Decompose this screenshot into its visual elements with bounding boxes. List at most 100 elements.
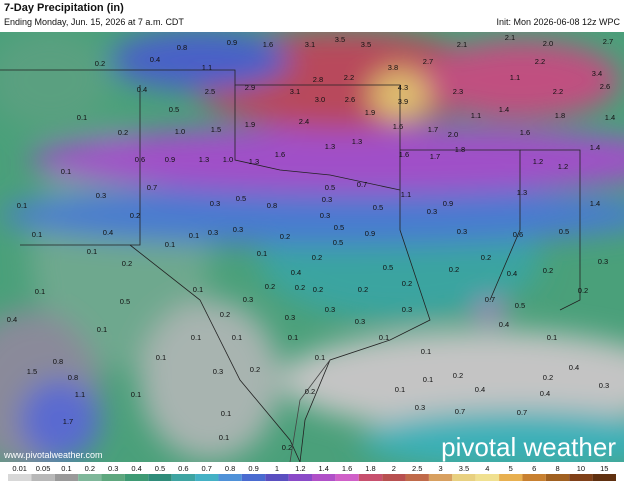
map-value-label: 0.2: [578, 286, 588, 295]
map-value-label: 0.1: [232, 333, 242, 342]
map-value-label: 0.5: [236, 194, 246, 203]
map-value-label: 1.7: [63, 417, 73, 426]
map-value-label: 2.2: [344, 73, 354, 82]
map-value-label: 0.5: [373, 203, 383, 212]
precip-field: [0, 32, 624, 462]
map-value-label: 1.6: [399, 150, 409, 159]
map-value-label: 0.5: [169, 105, 179, 114]
map-value-label: 0.3: [325, 305, 335, 314]
map-value-label: 1.6: [393, 122, 403, 131]
map-labels: 0.8 0.9 1.6 3.1 3.5 3.5 2.1 2.1 2.0 2.7 0.2 0.4 1.1 3…: [7, 33, 615, 452]
map-value-label: 0.4: [540, 389, 550, 398]
map-value-label: 1.3: [352, 137, 362, 146]
map-value-label: 0.3: [285, 313, 295, 322]
map-value-label: 1.1: [401, 190, 411, 199]
map-value-label: 2.7: [423, 57, 433, 66]
map-value-label: 0.3: [213, 367, 223, 376]
colorbar-swatch: [265, 474, 289, 481]
colorbar-swatch: [171, 474, 196, 481]
map-value-label: 2.4: [299, 117, 309, 126]
colorbar-swatch: [31, 474, 55, 481]
url: www.pivotalweather.com: [3, 450, 103, 460]
colorbar-label: 1.4: [318, 464, 328, 473]
subtitle: Ending Monday, Jun. 15, 2026 at 7 a.m. C…: [4, 17, 184, 27]
map-value-label: 0.4: [291, 268, 301, 277]
map-value-label: 0.3: [598, 257, 608, 266]
map-value-label: 0.1: [131, 390, 141, 399]
map-value-label: 0.9: [443, 199, 453, 208]
map-value-label: 0.1: [221, 409, 231, 418]
map-value-label: 0.5: [333, 238, 343, 247]
map-value-label: 0.3: [402, 305, 412, 314]
map-value-label: 1.2: [533, 157, 543, 166]
map-value-label: 0.3: [233, 225, 243, 234]
map-value-label: 0.1: [379, 333, 389, 342]
map-value-label: 3.5: [335, 35, 345, 44]
colorbar-label: 3: [439, 464, 443, 473]
map-value-label: 2.7: [603, 37, 613, 46]
map-value-label: 0.2: [122, 259, 132, 268]
map-value-label: 0.6: [513, 230, 523, 239]
map-value-label: 0.7: [357, 180, 367, 189]
map-value-label: 2.5: [205, 87, 215, 96]
map-value-label: 1.8: [455, 145, 465, 154]
map-value-label: 0.9: [165, 155, 175, 164]
colorbar-swatch: [428, 474, 453, 481]
map-value-label: 0.2: [295, 283, 305, 292]
map-value-label: 3.0: [315, 95, 325, 104]
map-value-label: 0.3: [457, 227, 467, 236]
map-value-label: 0.1: [421, 347, 431, 356]
colorbar-swatch: [405, 474, 429, 481]
colorbar-label: 1.2: [295, 464, 305, 473]
map-value-label: 0.4: [569, 363, 579, 372]
map-value-label: 0.1: [87, 247, 97, 256]
map-value-label: 1.6: [520, 128, 530, 137]
colorbar-swatch: [522, 474, 546, 481]
map-value-label: 0.5: [515, 301, 525, 310]
map-value-label: 0.5: [559, 227, 569, 236]
map-value-label: 2.0: [543, 39, 553, 48]
map-value-label: 0.7: [517, 408, 527, 417]
map-value-label: 1.5: [211, 125, 221, 134]
map-value-label: 0.2: [453, 371, 463, 380]
map-value-label: 0.2: [265, 282, 275, 291]
colorbar-label: 1.8: [365, 464, 375, 473]
colorbar-swatch: [452, 474, 476, 481]
map-value-label: 0.1: [97, 325, 107, 334]
map-value-label: 0.1: [315, 353, 325, 362]
colorbar-label: 0.9: [248, 464, 258, 473]
map-value-label: 1.9: [245, 120, 255, 129]
map-value-label: 0.2: [280, 232, 290, 241]
map-value-label: 0.3: [210, 199, 220, 208]
colorbar-swatch: [218, 474, 242, 481]
colorbar-swatch: [569, 474, 593, 481]
map-value-label: 2.6: [600, 82, 610, 91]
map-value-label: 0.7: [147, 183, 157, 192]
map-value-label: 0.4: [499, 320, 509, 329]
map-value-label: 0.8: [53, 357, 63, 366]
map-value-label: 0.1: [288, 333, 298, 342]
map-value-label: 0.3: [320, 211, 330, 220]
colorbar-swatch: [288, 474, 312, 481]
colorbar-label: 0.1: [61, 464, 71, 473]
map-value-label: 0.9: [365, 229, 375, 238]
colorbar-label: 6: [532, 464, 536, 473]
map-value-label: 2.9: [245, 83, 255, 92]
map-value-label: 0.8: [267, 201, 277, 210]
colorbar-label: 0.05: [36, 464, 51, 473]
colorbar-swatch: [124, 474, 149, 481]
map-value-label: 0.1: [191, 333, 201, 342]
colorbar-label: 1: [275, 464, 279, 473]
map-value-label: 1.1: [75, 390, 85, 399]
colorbar-swatch: [312, 474, 336, 481]
map-value-label: 3.5: [361, 40, 371, 49]
map-value-label: 1.4: [590, 143, 600, 152]
map-value-label: 0.4: [103, 228, 113, 237]
map-value-label: 0.8: [177, 43, 187, 52]
colorbar-swatch: [78, 474, 102, 481]
map-value-label: 0.1: [257, 249, 267, 258]
colorbar-swatch: [545, 474, 570, 481]
map-value-label: 0.1: [35, 287, 45, 296]
